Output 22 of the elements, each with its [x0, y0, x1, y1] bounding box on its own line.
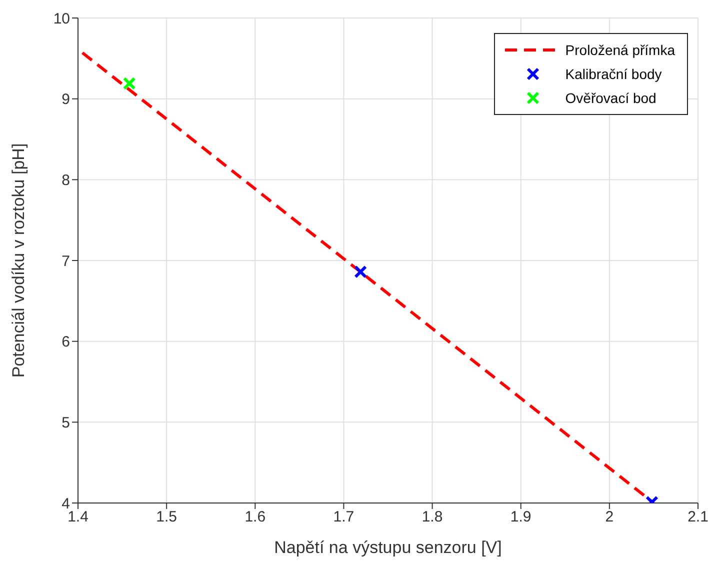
x-tick-label: 1.6 [244, 508, 266, 526]
x-tick-label: 1.4 [68, 508, 88, 526]
y-tick-label: 8 [62, 172, 70, 189]
x-tick-label: 2 [605, 508, 614, 526]
x-axis-title: Napětí na výstupu senzoru [V] [274, 538, 502, 557]
y-tick-label: 4 [62, 495, 70, 512]
y-tick-label: 10 [53, 10, 70, 28]
y-axis-title: Potenciál vodíku v roztoku [pH] [9, 143, 28, 378]
x-tick-label: 1.8 [422, 508, 443, 526]
x-tick-label: 1.9 [510, 508, 532, 526]
y-tick-label: 9 [62, 91, 70, 108]
legend-label: Ověřovací bod [565, 90, 656, 106]
x-tick-label: 1.7 [333, 508, 354, 526]
legend-label: Proložená přímka [565, 42, 675, 58]
point [122, 76, 136, 90]
point [354, 265, 368, 278]
y-tick-label: 7 [62, 252, 70, 270]
x-tick-label: 2.1 [688, 508, 708, 526]
y-tick-label: 5 [62, 414, 70, 432]
y-tick-label: 6 [62, 334, 70, 351]
legend-label: Kalibrační body [565, 66, 662, 82]
x-tick-label: 1.5 [156, 508, 177, 526]
